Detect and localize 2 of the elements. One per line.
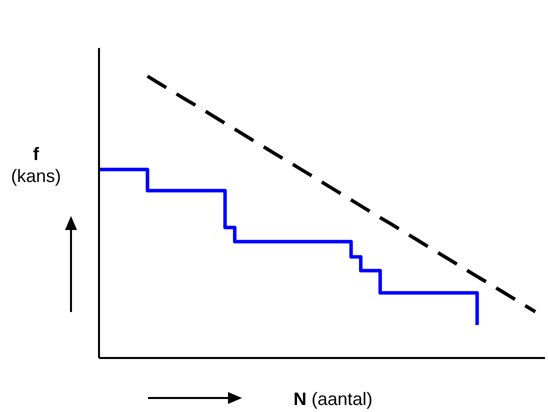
y-axis-title: f (kans): [10, 144, 62, 186]
x-axis-title: N (aantal): [293, 389, 373, 409]
